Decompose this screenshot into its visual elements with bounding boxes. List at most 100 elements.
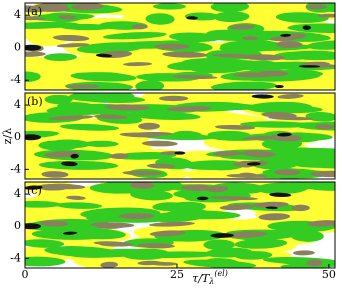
contour-blob xyxy=(172,75,218,80)
contour-blob xyxy=(210,81,277,90)
contour-blob xyxy=(305,111,335,122)
contour-blob xyxy=(97,222,127,229)
contour-blob xyxy=(306,40,335,50)
contour-blob xyxy=(238,172,258,178)
panel-label: (c) xyxy=(27,184,42,197)
contour-blob xyxy=(25,5,51,13)
contour-blob xyxy=(70,72,137,82)
contour-blob xyxy=(255,182,308,195)
contour-blob xyxy=(39,220,69,227)
contour-blob xyxy=(141,140,178,147)
panel-frame xyxy=(24,92,336,180)
contour-blob xyxy=(314,123,334,130)
contour-blob xyxy=(131,24,148,30)
contour-blob xyxy=(224,231,268,238)
contour-blob xyxy=(277,94,304,99)
contour-blob xyxy=(169,32,220,43)
contour-blob xyxy=(118,213,155,220)
contour-blob xyxy=(298,65,320,68)
contour-blob xyxy=(280,33,291,37)
x-tick-label: 50 xyxy=(322,268,336,281)
contour-blob xyxy=(284,229,316,237)
y-tick-label: 0 xyxy=(14,41,21,54)
contour-blob xyxy=(25,21,79,29)
contour-blob xyxy=(196,196,209,201)
contour-blob xyxy=(275,12,329,23)
contour-blob xyxy=(166,106,212,112)
contour-blob xyxy=(189,184,209,190)
contour-blob xyxy=(70,248,153,258)
contour-blob xyxy=(234,238,288,249)
contour-blob xyxy=(25,44,41,51)
contour-blob xyxy=(212,151,243,157)
contour-blob xyxy=(205,185,229,193)
contour-blob xyxy=(258,213,291,221)
y-tick-label: 0 xyxy=(14,219,21,232)
contour-blob xyxy=(274,84,284,89)
contour-blob xyxy=(100,261,119,268)
contour-blob xyxy=(25,16,46,21)
contour-blob xyxy=(44,94,73,105)
contour-blob xyxy=(203,239,235,251)
contour-blob xyxy=(148,221,195,227)
contour-blob xyxy=(158,95,189,102)
contour-blob xyxy=(287,148,335,160)
x-tick-label: 25 xyxy=(170,268,184,281)
contour-blob xyxy=(64,228,126,240)
contour-blob xyxy=(77,95,146,103)
contour-blob xyxy=(246,162,261,166)
contour-blob xyxy=(186,16,198,20)
contour-blob xyxy=(288,158,334,168)
x-tick-label: 0 xyxy=(22,268,29,281)
contour-blob xyxy=(275,40,303,49)
contour-blob xyxy=(203,160,245,171)
contour-blob xyxy=(138,122,160,130)
contour-blob xyxy=(58,14,76,20)
contour-blob xyxy=(85,210,143,222)
panel-label: (a) xyxy=(27,5,42,18)
contour-blob xyxy=(126,111,201,120)
contour-blob xyxy=(212,53,256,58)
contour-blob xyxy=(130,189,173,201)
contour-blob xyxy=(229,24,256,30)
contour-blob xyxy=(113,152,177,160)
contour-blob xyxy=(234,251,273,260)
contour-blob xyxy=(241,150,276,158)
contour-blob xyxy=(268,134,303,142)
contour-blob xyxy=(95,53,113,58)
panel-frame xyxy=(24,181,336,269)
contour-blob xyxy=(104,104,150,111)
contour-blob xyxy=(99,242,133,247)
contour-blob xyxy=(310,170,335,178)
contour-blob xyxy=(273,169,301,176)
contour-blob xyxy=(149,230,187,237)
contour-blob xyxy=(219,204,255,211)
contour-blob xyxy=(25,56,105,78)
contour-blob xyxy=(38,160,119,170)
contour-blob xyxy=(94,114,128,120)
contour-blob xyxy=(48,115,94,121)
contour-blob xyxy=(254,105,323,114)
contour-blob xyxy=(71,3,104,11)
contour-blob xyxy=(265,206,278,210)
contour-blob xyxy=(150,261,178,266)
contour-blob xyxy=(233,72,274,78)
contour-blob xyxy=(65,84,100,89)
y-axis-label: z/λ xyxy=(1,128,14,145)
contour-blob xyxy=(57,102,97,111)
contour-blob xyxy=(25,134,41,141)
contour-blob xyxy=(119,132,160,138)
y-tick-label: 4 xyxy=(14,187,21,200)
contour-blob xyxy=(56,43,90,48)
contour-blob xyxy=(59,123,120,131)
contour-blob xyxy=(25,200,62,208)
contour-blob xyxy=(302,25,312,30)
contour-blob xyxy=(251,94,274,99)
contour-blob xyxy=(136,251,219,258)
contour-blob xyxy=(261,111,297,119)
contour-blob xyxy=(174,151,186,155)
contour-blob xyxy=(25,239,65,248)
contour-blob xyxy=(240,121,312,128)
contour-blob xyxy=(241,36,259,41)
contour-blob xyxy=(83,140,119,147)
